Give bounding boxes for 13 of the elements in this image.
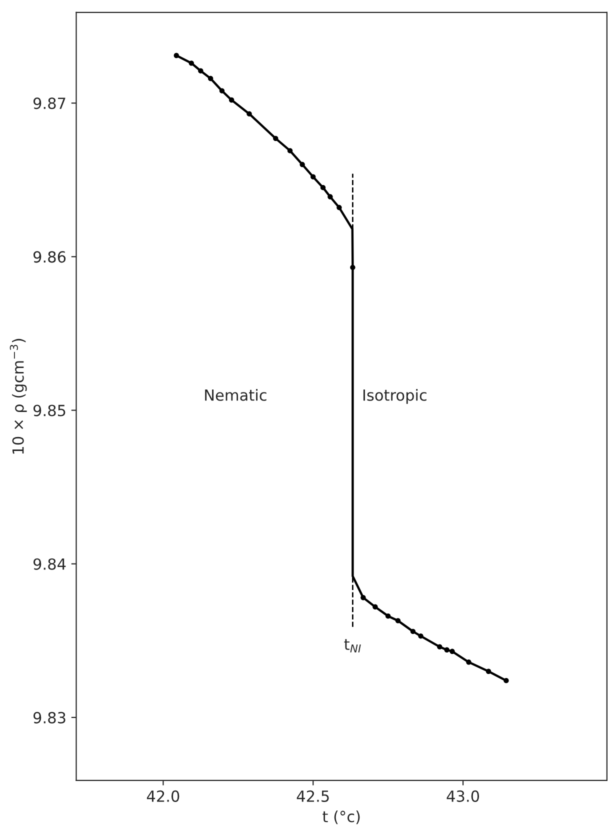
y-tick-label: 9.84 xyxy=(33,558,66,570)
x-tick-label: 43.0 xyxy=(446,790,480,802)
annotation: Nematic xyxy=(205,389,266,401)
x-tick-label: 42.5 xyxy=(296,790,329,802)
annotation: Isotropic xyxy=(363,389,426,404)
x-axis-title: t (°c) xyxy=(322,810,360,824)
ref-line-label: t$_{NI}$ xyxy=(344,639,361,652)
y-tick-label: 9.87 xyxy=(33,98,66,110)
y-tick-label: 9.85 xyxy=(33,404,66,416)
y-tick-label: 9.86 xyxy=(33,251,66,263)
y-axis-title: 10 × ρ (gcm$^{−3}$) xyxy=(10,338,27,454)
y-tick-label: 9.83 xyxy=(33,712,66,724)
x-tick-label: 42.0 xyxy=(146,790,180,802)
